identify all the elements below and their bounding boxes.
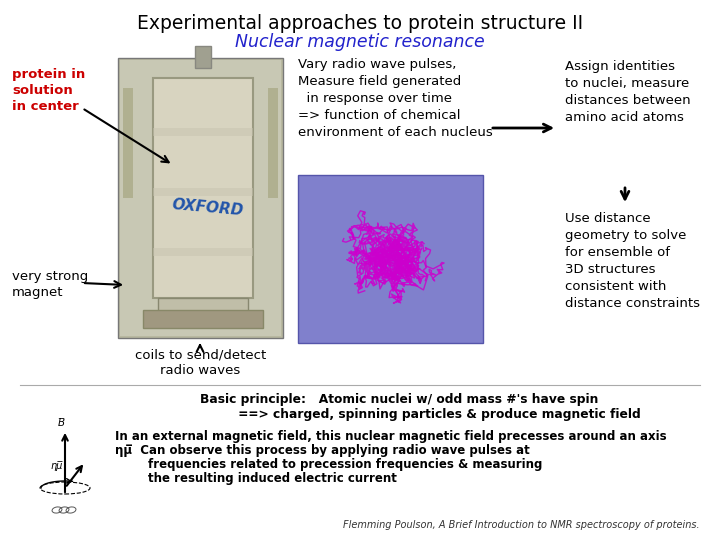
Text: OXFORD: OXFORD [171, 198, 245, 219]
Bar [153, 188, 253, 196]
Text: Assign identities
to nuclei, measure
distances between
amino acid atoms: Assign identities to nuclei, measure dis… [565, 60, 690, 124]
Text: In an external magnetic field, this nuclear magnetic field precesses around an a: In an external magnetic field, this nucl… [115, 430, 667, 443]
Text: protein in
solution
in center: protein in solution in center [12, 68, 85, 113]
Bar [153, 128, 253, 136]
Text: B̅: B̅ [58, 418, 65, 428]
Bar [118, 58, 283, 338]
Text: Basic principle:   Atomic nuclei w/ odd mass #'s have spin: Basic principle: Atomic nuclei w/ odd ma… [200, 393, 598, 406]
Text: the resulting induced electric current: the resulting induced electric current [115, 472, 397, 485]
Bar [268, 88, 278, 198]
Bar [153, 248, 253, 256]
Text: very strong
magnet: very strong magnet [12, 270, 89, 299]
Text: Nuclear magnetic resonance: Nuclear magnetic resonance [235, 33, 485, 51]
Bar [120, 60, 281, 336]
Bar [123, 88, 133, 198]
Bar [153, 78, 253, 298]
Bar [143, 310, 263, 328]
Text: Experimental approaches to protein structure II: Experimental approaches to protein struc… [137, 14, 583, 33]
Text: Vary radio wave pulses,
Measure field generated
  in response over time
=> funct: Vary radio wave pulses, Measure field ge… [298, 58, 492, 139]
Text: coils to send/detect
radio waves: coils to send/detect radio waves [135, 348, 266, 377]
Text: frequencies related to precession frequencies & measuring: frequencies related to precession freque… [115, 458, 542, 471]
Text: ημ̅: ημ̅ [50, 461, 63, 471]
Bar [158, 298, 248, 323]
Text: Flemming Poulson, A Brief Introduction to NMR spectroscopy of proteins.: Flemming Poulson, A Brief Introduction t… [343, 520, 700, 530]
Text: ==> charged, spinning particles & produce magnetic field: ==> charged, spinning particles & produc… [200, 408, 641, 421]
Text: Use distance
geometry to solve
for ensemble of
3D structures
consistent with
dis: Use distance geometry to solve for ensem… [565, 212, 700, 310]
Bar [298, 175, 483, 343]
Bar [195, 46, 211, 68]
Text: ημ̅  Can observe this process by applying radio wave pulses at: ημ̅ Can observe this process by applying… [115, 444, 530, 457]
